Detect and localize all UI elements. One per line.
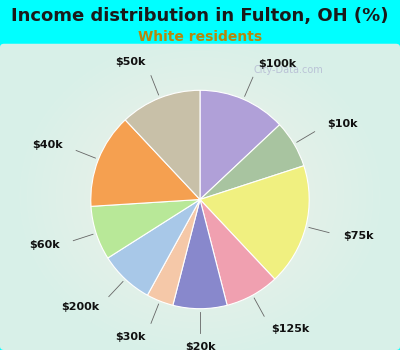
- Text: Income distribution in Fulton, OH (%): Income distribution in Fulton, OH (%): [11, 7, 389, 25]
- Wedge shape: [200, 199, 275, 305]
- Wedge shape: [200, 90, 280, 199]
- Wedge shape: [108, 199, 200, 295]
- Wedge shape: [200, 166, 309, 279]
- Text: $10k: $10k: [327, 119, 357, 130]
- Text: $20k: $20k: [185, 342, 215, 350]
- Wedge shape: [91, 120, 200, 206]
- Wedge shape: [147, 199, 200, 305]
- Wedge shape: [125, 90, 200, 199]
- Wedge shape: [91, 199, 200, 258]
- Text: $100k: $100k: [258, 59, 297, 69]
- Text: White residents: White residents: [138, 30, 262, 44]
- FancyBboxPatch shape: [0, 44, 400, 350]
- Wedge shape: [173, 199, 227, 309]
- Text: $75k: $75k: [343, 231, 373, 241]
- Text: City-Data.com: City-Data.com: [253, 65, 323, 75]
- Text: $30k: $30k: [115, 331, 146, 342]
- Wedge shape: [200, 125, 304, 200]
- Text: $200k: $200k: [61, 302, 99, 312]
- Text: $60k: $60k: [29, 240, 60, 250]
- Text: $40k: $40k: [32, 140, 63, 150]
- Text: $50k: $50k: [115, 57, 146, 68]
- Text: $125k: $125k: [271, 324, 309, 334]
